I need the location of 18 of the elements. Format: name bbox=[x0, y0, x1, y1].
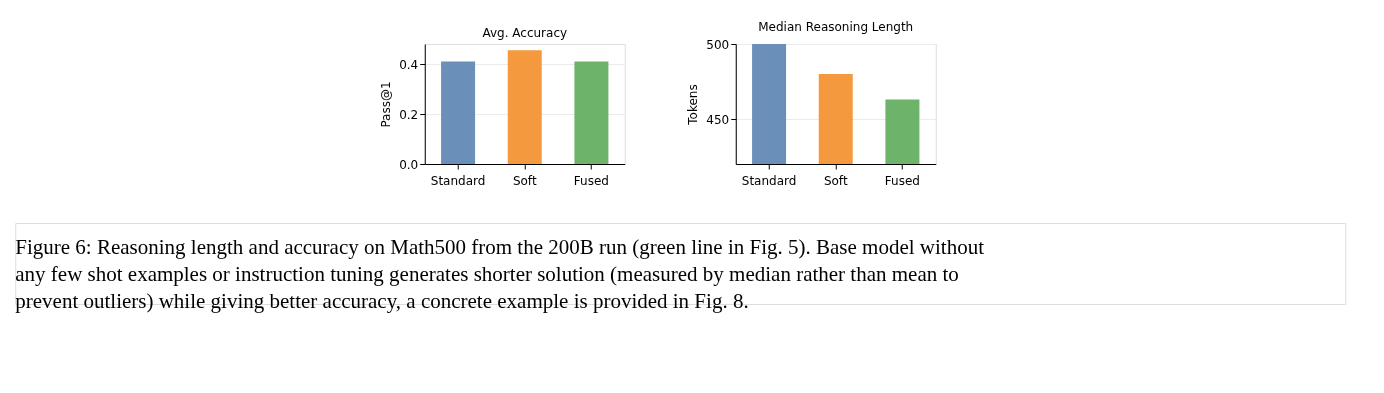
y-tick-label: 0.4 bbox=[399, 57, 419, 72]
y-tick-label: 0.2 bbox=[399, 107, 419, 122]
y-tick-label: 450 bbox=[706, 112, 730, 127]
x-tick-label: Fused bbox=[573, 173, 609, 188]
x-tick-label: Standard bbox=[741, 173, 797, 188]
chart-title: Median Reasoning Length bbox=[758, 20, 914, 34]
y-axis-title: Pass@1 bbox=[379, 81, 394, 128]
x-tick-label: Soft bbox=[512, 173, 537, 188]
chart-title: Avg. Accuracy bbox=[482, 26, 568, 40]
caption: Figure 6: Reasoning length and accuracy on Math500 from the 200B run (green line in Fig. 5). Base model without bbox=[15, 234, 985, 259]
x-tick-label: Fused bbox=[884, 173, 920, 188]
y-axis-title: Tokens bbox=[686, 84, 701, 126]
text: any few shot examples or instruction tuning generates shorter solution (measured by median rather than mean to bbox=[15, 261, 959, 286]
y-tick-label: 500 bbox=[706, 37, 730, 52]
text: prevent outliers) while giving better accuracy, a concrete example is provided in Fig. 8. bbox=[15, 288, 749, 313]
y-tick-label: 0.0 bbox=[399, 157, 419, 172]
x-tick-label: Standard bbox=[430, 173, 486, 188]
x-tick-label: Soft bbox=[823, 173, 848, 188]
